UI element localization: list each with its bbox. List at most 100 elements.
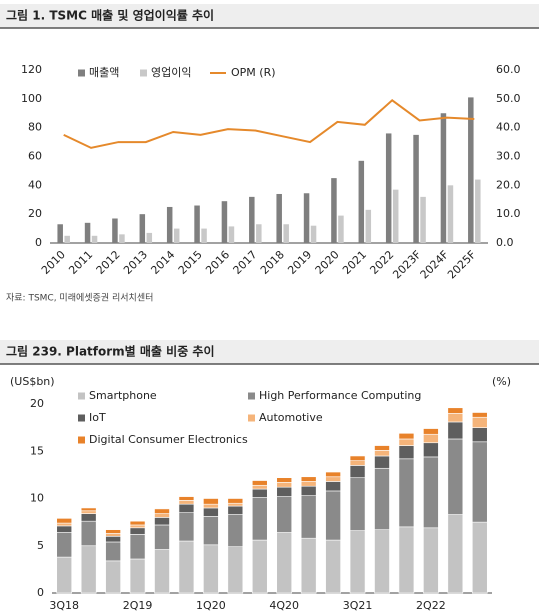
bar-segment bbox=[325, 476, 341, 482]
bar-segment bbox=[203, 544, 219, 594]
bar bbox=[194, 205, 200, 243]
bar bbox=[365, 209, 372, 243]
bar-segment bbox=[398, 445, 415, 460]
x-tick-label: 2013 bbox=[121, 248, 150, 277]
bar-segment bbox=[154, 513, 170, 518]
y-tick-label: 80 bbox=[28, 121, 42, 134]
bar bbox=[358, 160, 365, 243]
bar-segment bbox=[227, 505, 244, 515]
bar-segment bbox=[154, 549, 170, 594]
y2-tick-label: 30.0 bbox=[496, 150, 521, 163]
legend-swatch bbox=[78, 69, 85, 77]
bar bbox=[166, 206, 173, 243]
source-note: 자료: TSMC, 미래에셋증권 리서치센터 bbox=[6, 292, 153, 304]
x-tick-label: 2011 bbox=[66, 248, 95, 277]
bar bbox=[112, 218, 118, 243]
y-tick-label: 15 bbox=[30, 444, 44, 457]
bar-segment bbox=[129, 520, 146, 526]
bar-segment bbox=[227, 546, 244, 594]
bar-segment bbox=[325, 471, 341, 478]
chart-title: 그림 239. Platform별 매출 비중 추이 bbox=[6, 344, 215, 359]
bar-segment bbox=[276, 532, 293, 594]
bar-segment bbox=[300, 537, 317, 594]
bar-segment bbox=[178, 540, 195, 594]
bar bbox=[64, 235, 70, 243]
y2-tick-label: 60.0 bbox=[496, 63, 521, 76]
bar bbox=[146, 232, 153, 243]
bar-segment bbox=[276, 496, 293, 533]
y2-tick-label: 50.0 bbox=[496, 92, 521, 105]
bar-segment bbox=[398, 438, 415, 446]
bar-segment bbox=[471, 427, 488, 443]
legend-label: 매출액 bbox=[89, 66, 119, 79]
bar bbox=[221, 201, 228, 243]
x-tick-label: 2025F bbox=[445, 248, 478, 281]
legend-label: Smartphone bbox=[89, 389, 157, 402]
bar-segment bbox=[349, 477, 366, 531]
bar-segment bbox=[80, 507, 97, 512]
legend-swatch bbox=[140, 69, 147, 77]
bar-segment bbox=[129, 527, 146, 535]
bar bbox=[310, 225, 317, 243]
bar bbox=[84, 222, 91, 243]
bar-segment bbox=[374, 467, 390, 530]
y-tick-label: 20 bbox=[30, 397, 44, 410]
bar bbox=[385, 133, 392, 243]
y2-tick-label: 0.0 bbox=[496, 236, 514, 249]
bar bbox=[331, 178, 337, 243]
bar-segment bbox=[471, 441, 488, 523]
bar-segment bbox=[178, 500, 195, 505]
x-tick-label: 2014 bbox=[148, 248, 177, 277]
x-tick-label: 2019 bbox=[285, 248, 314, 277]
bar-segment bbox=[203, 516, 219, 546]
bar-segment bbox=[227, 498, 244, 504]
legend-label: OPM (R) bbox=[231, 66, 276, 79]
bar bbox=[276, 193, 282, 243]
y2-axis-unit: (%) bbox=[492, 375, 511, 388]
bar-segment bbox=[349, 460, 366, 466]
legend-label: IoT bbox=[89, 411, 106, 424]
x-tick-label: 2010 bbox=[39, 248, 68, 277]
bar-segment bbox=[447, 438, 464, 515]
y2-tick-label: 20.0 bbox=[496, 178, 521, 191]
y-tick-label: 10 bbox=[30, 492, 44, 505]
bar-segment bbox=[203, 498, 219, 505]
y-tick-label: 60 bbox=[28, 150, 42, 163]
bar-segment bbox=[251, 497, 268, 541]
bar-segment bbox=[80, 520, 97, 547]
bar-segment bbox=[374, 529, 390, 594]
y2-tick-label: 10.0 bbox=[496, 207, 521, 220]
bar-segment bbox=[56, 556, 73, 594]
bar-segment bbox=[80, 513, 97, 522]
bar bbox=[249, 196, 255, 243]
bar-segment bbox=[56, 522, 73, 527]
bar-segment bbox=[447, 514, 464, 594]
bar-segment bbox=[251, 539, 268, 594]
bar-segment bbox=[325, 490, 341, 541]
legend-swatch bbox=[78, 392, 85, 400]
bar-segment bbox=[471, 412, 488, 418]
title-band bbox=[0, 340, 539, 364]
bar-segment bbox=[349, 455, 366, 462]
y-tick-label: 40 bbox=[28, 178, 42, 191]
y-tick-label: 20 bbox=[28, 207, 42, 220]
bar-segment bbox=[154, 508, 170, 514]
bar-segment bbox=[80, 510, 97, 514]
x-tick-label: 2016 bbox=[203, 248, 232, 277]
bar-segment bbox=[227, 502, 244, 507]
bar bbox=[119, 234, 125, 243]
bar bbox=[475, 179, 481, 243]
bar-segment bbox=[178, 496, 195, 501]
bar-segment bbox=[423, 428, 439, 435]
bar-segment bbox=[227, 514, 244, 547]
bar-segment bbox=[154, 517, 170, 526]
bar-segment bbox=[129, 524, 146, 529]
bar-segment bbox=[129, 534, 146, 560]
y-tick-label: 0 bbox=[35, 236, 42, 249]
bar-segment bbox=[300, 485, 317, 496]
bar bbox=[303, 193, 310, 243]
bar-segment bbox=[80, 545, 97, 594]
bar bbox=[413, 134, 419, 243]
